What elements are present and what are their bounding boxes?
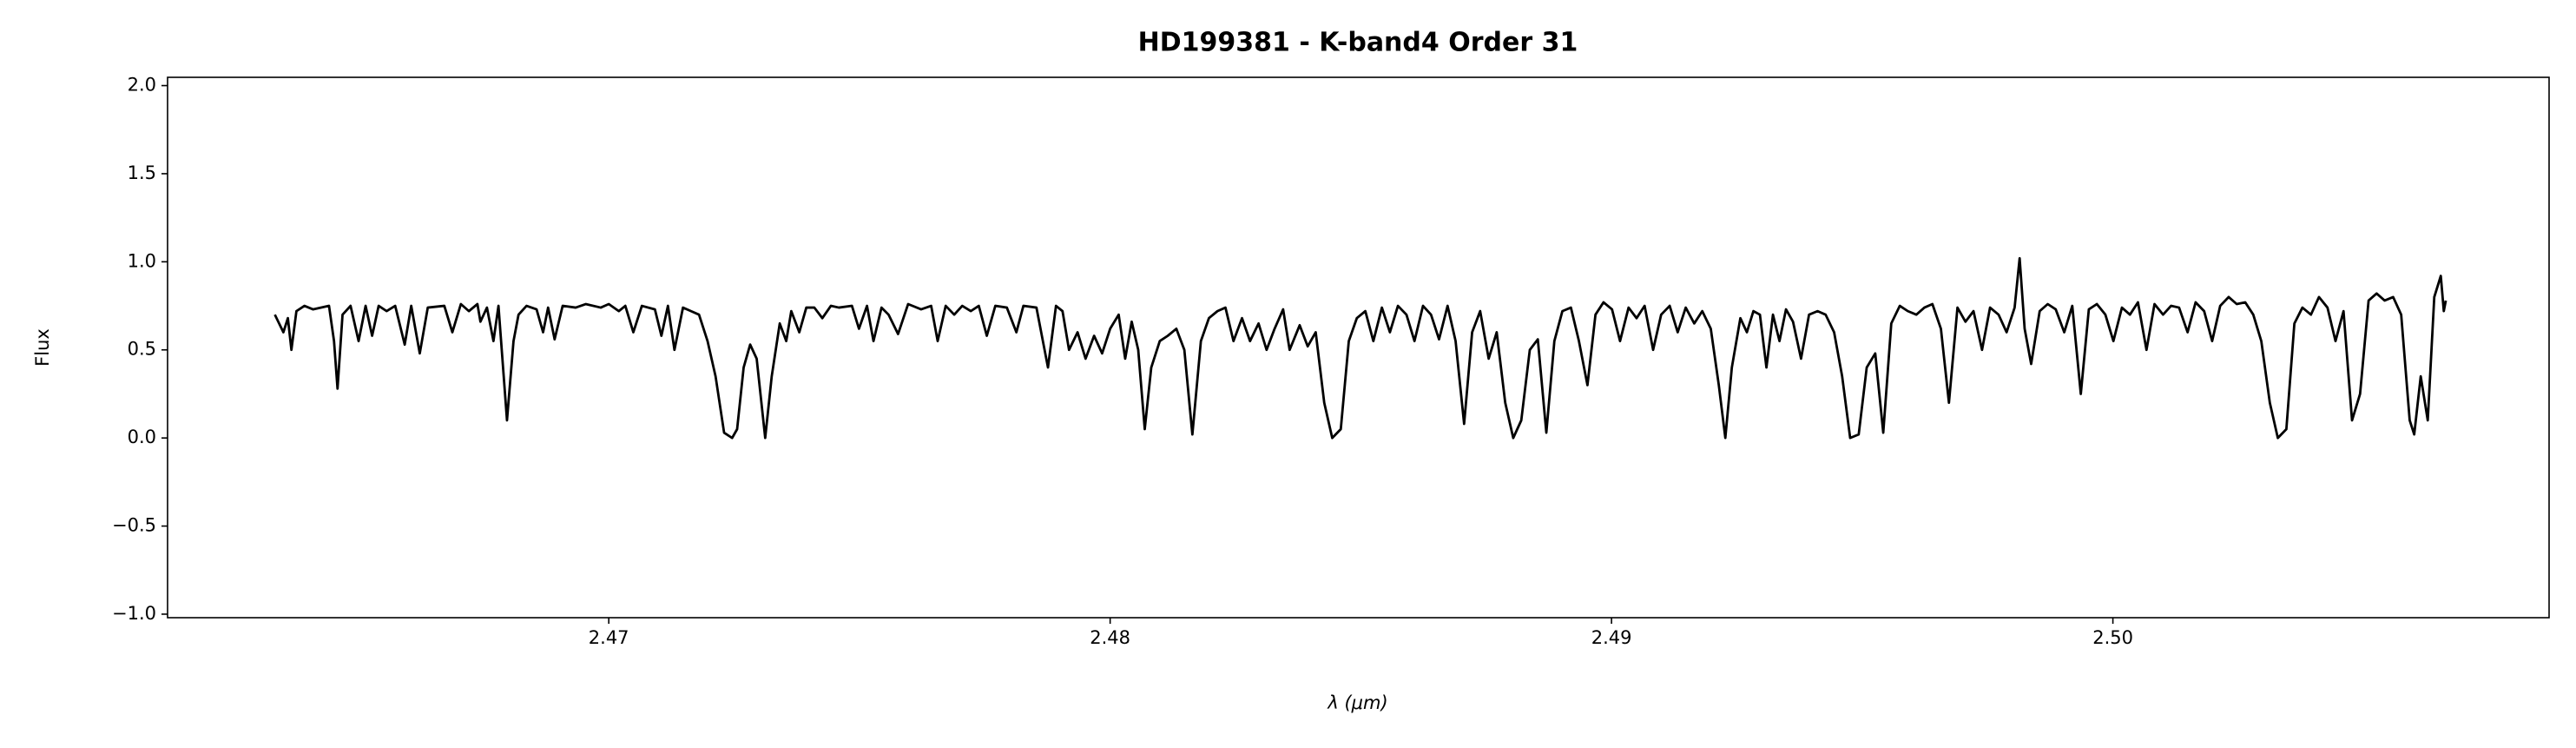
chart-title: HD199381 - K-band4 Order 31 (1138, 28, 1578, 58)
y-tick-label: 0.5 (128, 339, 156, 360)
spectrum-line (273, 256, 2448, 440)
y-tick-label: 1.5 (128, 162, 156, 183)
x-tick-label: 2.48 (1090, 627, 1130, 648)
x-tick-label: 2.50 (2092, 627, 2133, 648)
y-tick-label: −1.0 (112, 603, 156, 624)
y-tick-label: 1.0 (128, 250, 156, 271)
y-tick-label: 0.0 (128, 427, 156, 447)
x-axis-label: λ (μm) (1327, 692, 1387, 713)
x-tick-label: 2.49 (1591, 627, 1632, 648)
y-axis-label: Flux (32, 328, 53, 367)
plot-frame (167, 76, 2550, 619)
y-tick-label: −0.5 (112, 515, 156, 536)
x-tick-label: 2.47 (589, 627, 629, 648)
y-tick-label: 2.0 (128, 75, 156, 96)
